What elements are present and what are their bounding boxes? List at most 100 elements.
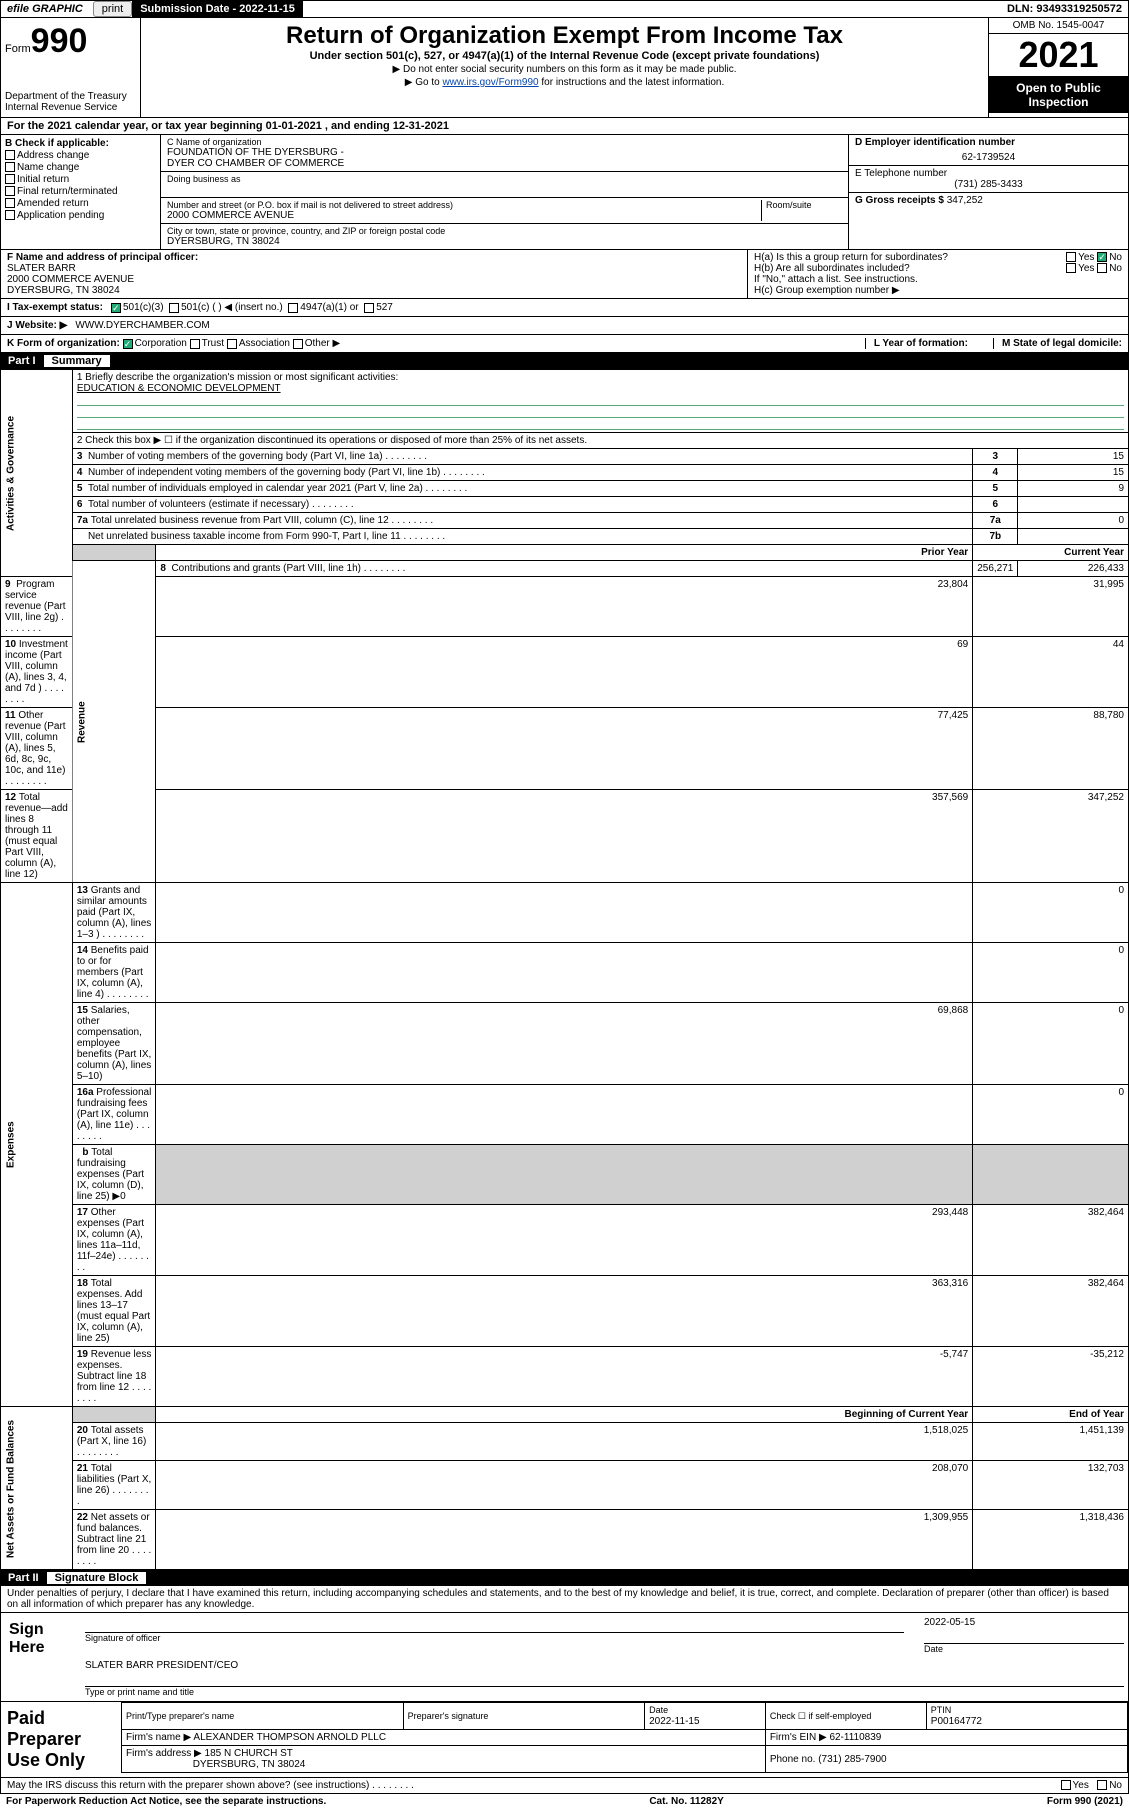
box-b: B Check if applicable: Address change Na… [1, 135, 161, 249]
hc-label: H(c) Group exemption number ▶ [754, 285, 1122, 296]
discuss-yes-cb[interactable] [1061, 1780, 1071, 1790]
sign-date: 2022-05-15 [924, 1617, 1124, 1628]
firm-name-label: Firm's name ▶ [126, 1732, 191, 1743]
side-netassets: Net Assets or Fund Balances [1, 1407, 73, 1570]
cb-name[interactable]: Name change [5, 162, 156, 173]
cb-amended[interactable]: Amended return [5, 198, 156, 209]
part1-header: Part I Summary [0, 353, 1129, 369]
pra-notice: For Paperwork Reduction Act Notice, see … [6, 1796, 326, 1807]
paid-preparer-block: Paid Preparer Use Only Print/Type prepar… [0, 1702, 1129, 1778]
hb-no-cb[interactable] [1097, 263, 1107, 273]
cb-4947[interactable] [288, 303, 298, 313]
domicile-label: M State of legal domicile: [993, 338, 1122, 349]
cb-527[interactable] [364, 303, 374, 313]
note-goto: ▶ Go to www.irs.gov/Form990 for instruct… [147, 77, 982, 88]
officer-label: F Name and address of principal officer: [7, 252, 741, 263]
box-f: F Name and address of principal officer:… [1, 250, 748, 298]
firm-name: ALEXANDER THOMPSON ARNOLD PLLC [193, 1732, 386, 1743]
org-name-label: C Name of organization [167, 137, 842, 147]
side-expenses: Expenses [1, 883, 73, 1407]
gross-value: 347,252 [947, 195, 983, 206]
row-hdr-revexp: Prior YearCurrent Year [1, 545, 1129, 561]
irs-label: Internal Revenue Service [5, 102, 136, 113]
discuss-question: May the IRS discuss this return with the… [7, 1780, 414, 1791]
row-10: 10 Investment income (Part VIII, column … [1, 637, 1129, 708]
row-18: 18 Total expenses. Add lines 13–17 (must… [1, 1276, 1129, 1347]
org-name-1: FOUNDATION OF THE DYERSBURG - [167, 147, 842, 158]
paid-preparer-label: Paid Preparer Use Only [1, 1702, 121, 1777]
part2-header: Part II Signature Block [0, 1570, 1129, 1586]
row-9: 9 Program service revenue (Part VIII, li… [1, 577, 1129, 637]
cb-trust[interactable] [190, 339, 200, 349]
cb-501c[interactable] [169, 303, 179, 313]
box-b-label: B Check if applicable: [5, 138, 156, 149]
officer-name-label: Type or print name and title [85, 1687, 1124, 1697]
firm-addr2: DYERSBURG, TN 38024 [193, 1759, 306, 1770]
form-ref: Form 990 (2021) [1047, 1796, 1123, 1807]
omb-number: OMB No. 1545-0047 [989, 18, 1128, 34]
sign-here-block: Sign Here Signature of officer 2022-05-1… [0, 1613, 1129, 1702]
row-21: 21 Total liabilities (Part X, line 26)20… [1, 1461, 1129, 1510]
firm-ein: 62-1110839 [829, 1732, 881, 1743]
efile-topbar: efile GRAPHIC print Submission Date - 20… [0, 0, 1129, 18]
q1: 1 Briefly describe the organization's mi… [77, 372, 1124, 383]
tax-year: 2021 [989, 34, 1128, 77]
firm-addr-label: Firm's address ▶ [126, 1748, 202, 1759]
prep-name-label: Print/Type preparer's name [126, 1711, 234, 1721]
year-formation-label: L Year of formation: [874, 338, 968, 349]
note-ssn: ▶ Do not enter social security numbers o… [147, 64, 982, 75]
side-governance: Activities & Governance [1, 370, 73, 577]
ha-label: H(a) Is this a group return for subordin… [754, 252, 948, 263]
room-label: Room/suite [766, 200, 842, 210]
side-revenue: Revenue [72, 561, 156, 883]
part1-title: Summary [44, 355, 110, 367]
org-name-2: DYER CO CHAMBER OF COMMERCE [167, 158, 842, 169]
cb-other[interactable] [293, 339, 303, 349]
part2-title: Signature Block [47, 1572, 147, 1584]
hb-label: H(b) Are all subordinates included? [754, 263, 910, 274]
line-j-website: J Website: ▶ WWW.DYERCHAMBER.COM [0, 317, 1129, 335]
hb-yes-cb[interactable] [1066, 263, 1076, 273]
prep-date: 2022-11-15 [649, 1716, 699, 1727]
cb-app[interactable]: Application pending [5, 210, 156, 221]
block-b-c-d: B Check if applicable: Address change Na… [0, 135, 1129, 250]
cb-initial[interactable]: Initial return [5, 174, 156, 185]
efile-label: efile GRAPHIC [1, 1, 89, 17]
officer-addr1: 2000 COMMERCE AVENUE [7, 274, 741, 285]
ha-yes-cb[interactable] [1066, 252, 1076, 262]
cb-addr[interactable]: Address change [5, 150, 156, 161]
submission-date: Submission Date - 2022-11-15 [132, 1, 303, 17]
officer-signature-line[interactable] [85, 1617, 904, 1633]
cb-corp[interactable] [123, 339, 133, 349]
line-k-l-m: K Form of organization: Corporation Trus… [0, 335, 1129, 353]
page-footer: For Paperwork Reduction Act Notice, see … [0, 1794, 1129, 1809]
row-7a: 7a Total unrelated business revenue from… [1, 513, 1129, 529]
dln: DLN: 93493319250572 [1001, 1, 1128, 17]
row-4: 4 Number of independent voting members o… [1, 465, 1129, 481]
print-button[interactable]: print [93, 1, 132, 17]
prep-date-label: Date [649, 1705, 668, 1715]
row-3: 3 Number of voting members of the govern… [1, 449, 1129, 465]
org-address: 2000 COMMERCE AVENUE [167, 210, 757, 221]
summary-table: Activities & Governance 1 Briefly descri… [0, 369, 1129, 1570]
row-16b: b Total fundraising expenses (Part IX, c… [1, 1145, 1129, 1205]
cb-assoc[interactable] [227, 339, 237, 349]
firm-phone-label: Phone no. [770, 1754, 816, 1765]
line-i-status: I Tax-exempt status: 501(c)(3) 501(c) ( … [0, 299, 1129, 317]
row-14: 14 Benefits paid to or for members (Part… [1, 943, 1129, 1003]
website-label: J Website: ▶ [7, 320, 67, 331]
row-12: 12 Total revenue—add lines 8 through 11 … [1, 790, 1129, 883]
row-5: 5 Total number of individuals employed i… [1, 481, 1129, 497]
goto-post: for instructions and the latest informat… [539, 77, 725, 88]
officer-printed-name: SLATER BARR PRESIDENT/CEO [85, 1660, 1124, 1671]
cb-final[interactable]: Final return/terminated [5, 186, 156, 197]
dept-treasury: Department of the Treasury [5, 91, 136, 102]
cb-501c3[interactable] [111, 303, 121, 313]
ein-label: D Employer identification number [855, 137, 1122, 148]
irs-link[interactable]: www.irs.gov/Form990 [442, 77, 538, 88]
discuss-no-cb[interactable] [1097, 1780, 1107, 1790]
goto-pre: ▶ Go to [405, 77, 443, 88]
ha-no-cb[interactable] [1097, 252, 1107, 262]
ptin-label: PTIN [931, 1705, 952, 1715]
box-h: H(a) Is this a group return for subordin… [748, 250, 1128, 298]
